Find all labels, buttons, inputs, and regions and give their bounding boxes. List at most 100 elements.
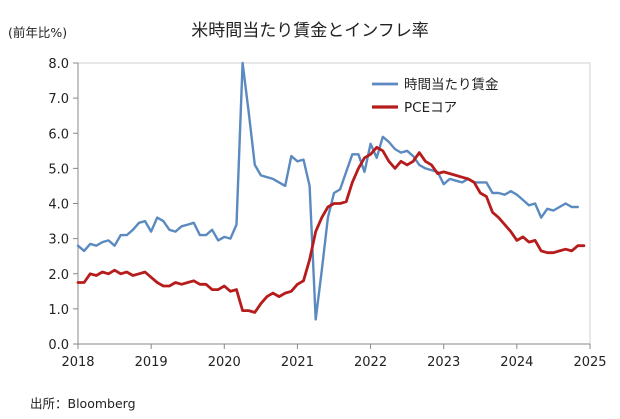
data-point (577, 245, 579, 247)
data-point (394, 148, 396, 150)
data-point (138, 273, 140, 275)
data-point (241, 309, 243, 311)
data-point (479, 181, 481, 183)
data-point (101, 241, 103, 243)
data-point (162, 285, 164, 287)
data-point (83, 250, 85, 252)
data-point (571, 206, 573, 208)
data-point (126, 234, 128, 236)
data-point (144, 220, 146, 222)
data-point (308, 185, 310, 187)
data-point (436, 172, 438, 174)
data-point (400, 151, 402, 153)
data-point (522, 236, 524, 238)
data-point (89, 273, 91, 275)
data-point (491, 211, 493, 213)
x-tick-label: 2024 (500, 355, 533, 370)
data-point (461, 176, 463, 178)
x-tick-label: 2025 (573, 355, 606, 370)
data-point (205, 283, 207, 285)
data-point (217, 288, 219, 290)
y-tick-label: 4.0 (48, 198, 69, 213)
data-point (382, 150, 384, 152)
data-point (388, 141, 390, 143)
data-point (77, 281, 79, 283)
data-point (315, 230, 317, 232)
y-tick-label: 8.0 (48, 57, 69, 72)
data-point (388, 160, 390, 162)
data-point (254, 164, 256, 166)
data-point (424, 167, 426, 169)
data-point (199, 234, 201, 236)
data-point (89, 243, 91, 245)
y-tick-label: 3.0 (48, 233, 69, 248)
data-point (187, 281, 189, 283)
y-axis-unit-label: (前年比%) (8, 25, 68, 40)
y-tick-label: 0.0 (48, 338, 69, 353)
data-point (296, 283, 298, 285)
data-point (443, 171, 445, 173)
y-tick-label: 5.0 (48, 162, 69, 177)
data-point (168, 229, 170, 231)
data-point (540, 216, 542, 218)
legend-label: 時間当たり賃金 (404, 77, 499, 93)
data-point (333, 192, 335, 194)
data-point (168, 285, 170, 287)
data-point (95, 274, 97, 276)
data-point (357, 167, 359, 169)
data-point (156, 281, 158, 283)
data-point (363, 157, 365, 159)
data-point (150, 230, 152, 232)
data-point (223, 285, 225, 287)
data-point (77, 245, 79, 247)
data-point (412, 155, 414, 157)
data-point (424, 160, 426, 162)
data-point (558, 206, 560, 208)
data-point (528, 204, 530, 206)
data-point (333, 202, 335, 204)
data-point (546, 252, 548, 254)
data-point (223, 236, 225, 238)
data-point (290, 290, 292, 292)
data-point (193, 222, 195, 224)
data-point (278, 295, 280, 297)
data-point (443, 183, 445, 185)
legend-item-1: 時間当たり賃金 (372, 77, 499, 93)
data-point (473, 181, 475, 183)
data-point (455, 180, 457, 182)
data-point (418, 164, 420, 166)
data-point (571, 250, 573, 252)
data-point (132, 229, 134, 231)
data-point (248, 309, 250, 311)
data-point (107, 239, 109, 241)
data-point (558, 250, 560, 252)
data-point (412, 160, 414, 162)
data-point (229, 290, 231, 292)
data-point (199, 283, 201, 285)
y-tick-label: 1.0 (48, 303, 69, 318)
data-point (95, 245, 97, 247)
data-point (174, 230, 176, 232)
data-point (418, 151, 420, 153)
data-point (491, 192, 493, 194)
series-line-2 (76, 145, 586, 314)
data-point (485, 181, 487, 183)
data-point (296, 160, 298, 162)
data-point (278, 181, 280, 183)
data-point (363, 171, 365, 173)
data-point (101, 271, 103, 273)
data-point (180, 283, 182, 285)
source-note: 出所：Bloomberg (30, 396, 136, 411)
data-point (564, 202, 566, 204)
data-point (497, 216, 499, 218)
data-point (369, 153, 371, 155)
data-point (577, 206, 579, 208)
data-point (430, 164, 432, 166)
data-point (357, 153, 359, 155)
data-point (394, 167, 396, 169)
axes-layer: 0.0 1.0 2.0 3.0 4.0 5.0 6.0 7.0 8.0 2018 2019 2020 2… (48, 57, 606, 370)
series-line-1 (76, 61, 579, 321)
data-point (552, 209, 554, 211)
data-point (217, 239, 219, 241)
chart-title: 米時間当たり賃金とインフレ率 (191, 21, 429, 41)
